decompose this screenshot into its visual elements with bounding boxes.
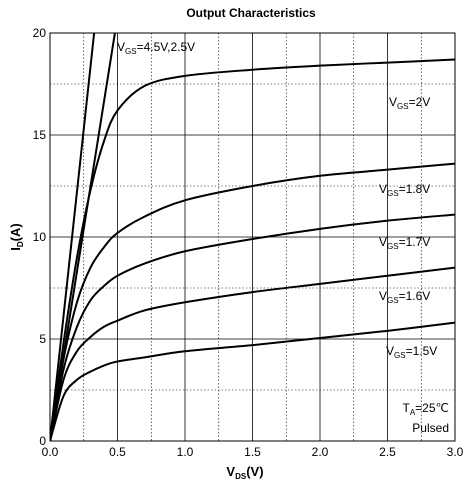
x-tick-label: 1.0: [177, 445, 194, 459]
y-axis-label-unit: (A): [8, 223, 23, 241]
curve-annotation: VGS=4.5V,2.5V: [117, 40, 195, 56]
curve-annotation: VGS=1.5V: [386, 344, 437, 360]
grid: [50, 33, 455, 441]
annotation-main: V: [386, 344, 394, 358]
x-tick-label: 2.5: [379, 445, 396, 459]
curve-line-2: [50, 58, 455, 441]
x-axis-label-sub: DS: [235, 472, 247, 481]
annotation-text: =1.5V: [406, 344, 438, 358]
y-tick-labels: 0 5 10 15 20: [33, 26, 47, 448]
annotation-main: V: [389, 95, 397, 109]
annotation-text: =1.6V: [399, 289, 431, 303]
y-tick-label: 0: [39, 434, 46, 448]
annotation-text: =1.7V: [399, 235, 431, 249]
curve-annotations: VGS=4.5V,2.5VVGS=2VVGS=1.8VVGS=1.7VVGS=1…: [117, 40, 449, 435]
y-axis-label: ID(A): [8, 223, 25, 250]
x-tick-label: 1.5: [244, 445, 261, 459]
x-tick-label: 0.0: [42, 445, 59, 459]
curve-line-6: [50, 321, 455, 441]
x-axis-label-main: V: [226, 464, 235, 479]
annotation-sub: GS: [387, 189, 399, 198]
plot-frame: [49, 32, 456, 442]
annotation-main: V: [117, 40, 125, 54]
annotation-main: V: [379, 235, 387, 249]
x-axis-label-unit: (V): [246, 464, 263, 479]
curve-line-3: [50, 162, 455, 441]
curve-annotation: TA=25℃: [402, 401, 449, 417]
annotation-main: V: [379, 289, 387, 303]
annotation-text: =2V: [409, 95, 431, 109]
y-axis-label-main: I: [8, 247, 23, 251]
y-tick-label: 20: [33, 26, 47, 40]
y-tick-label: 5: [39, 332, 46, 346]
annotation-main: T: [402, 401, 410, 415]
x-tick-label: 2.0: [312, 445, 329, 459]
curve-annotation: VGS=2V: [389, 95, 430, 111]
y-tick-label: 10: [33, 230, 47, 244]
x-axis-label: VDS(V): [226, 464, 263, 481]
curve-annotation: Pulsed: [412, 421, 449, 435]
curve-annotation: VGS=1.8V: [379, 182, 430, 198]
x-tick-labels: 0.0 0.5 1.0 1.5 2.0 2.5 3.0: [42, 445, 464, 459]
curve-annotation: VGS=1.7V: [379, 235, 430, 251]
annotation-sub: GS: [125, 47, 137, 56]
annotation-text: =4.5V,2.5V: [137, 40, 196, 54]
annotation-sub: GS: [397, 102, 409, 111]
annotation-text: =25℃: [415, 401, 449, 415]
y-tick-label: 15: [33, 128, 47, 142]
y-axis-label-sub: D: [16, 241, 25, 247]
curve-line-1: [50, 33, 96, 441]
x-tick-label: 3.0: [447, 445, 464, 459]
x-tick-label: 0.5: [109, 445, 126, 459]
annotation-text: =1.8V: [399, 182, 431, 196]
annotation-sub: A: [410, 408, 416, 417]
annotation-sub: GS: [387, 242, 399, 251]
curve-annotation: VGS=1.6V: [379, 289, 430, 305]
chart-title: Output Characteristics: [186, 6, 316, 20]
annotation-sub: GS: [387, 296, 399, 305]
annotation-main: V: [379, 182, 387, 196]
curve-line-4: [50, 213, 455, 441]
annotation-sub: GS: [394, 351, 406, 360]
curves: [50, 33, 455, 441]
curve-line-5: [50, 266, 455, 441]
